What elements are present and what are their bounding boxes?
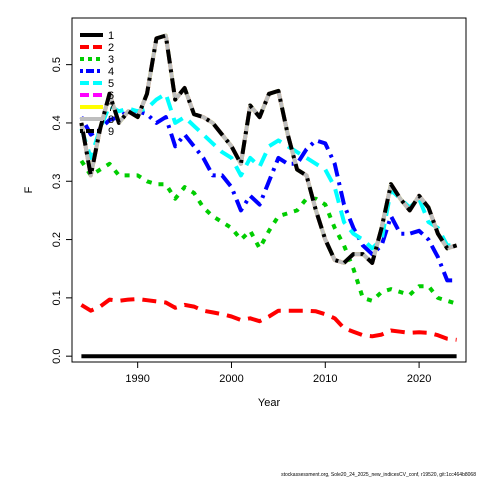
x-tick-label: 2020 <box>407 373 431 385</box>
x-axis: 1990 2000 2010 2020 <box>125 362 431 385</box>
x-tick-label: 1990 <box>125 373 149 385</box>
legend-label-8: 8 <box>108 114 114 126</box>
series-line-3 <box>79 159 458 306</box>
series-line-4 <box>79 109 457 283</box>
legend-label-3: 3 <box>108 54 114 66</box>
footer-caption: stockassessment.org, Sole20_24_2025_new_… <box>281 472 476 478</box>
legend-label-7: 7 <box>108 102 114 114</box>
y-tick-label: 0.1 <box>51 290 63 305</box>
legend-label-5: 5 <box>108 78 114 90</box>
plot-lines <box>79 33 458 359</box>
y-axis: 0.0 0.1 0.2 0.3 0.4 0.5 <box>51 57 72 364</box>
series-line-5 <box>79 91 457 251</box>
y-tick-label: 0.3 <box>51 174 63 189</box>
y-tick-label: 0.2 <box>51 232 63 247</box>
y-axis-label: F <box>23 186 35 193</box>
x-axis-label: Year <box>258 397 281 409</box>
legend-label-1: 1 <box>108 30 114 42</box>
legend-label-6: 6 <box>108 90 114 102</box>
y-tick-label: 0.0 <box>51 349 63 364</box>
legend-label-9: 9 <box>108 126 114 138</box>
legend-label-4: 4 <box>108 66 114 78</box>
x-tick-label: 2010 <box>313 373 337 385</box>
y-tick-label: 0.5 <box>51 57 63 72</box>
y-tick-label: 0.4 <box>51 115 63 130</box>
series-line-2 <box>80 297 457 342</box>
series-line-9 <box>79 33 458 265</box>
x-tick-label: 2000 <box>219 373 243 385</box>
legend-label-2: 2 <box>108 42 114 54</box>
plot-frame <box>71 17 467 363</box>
